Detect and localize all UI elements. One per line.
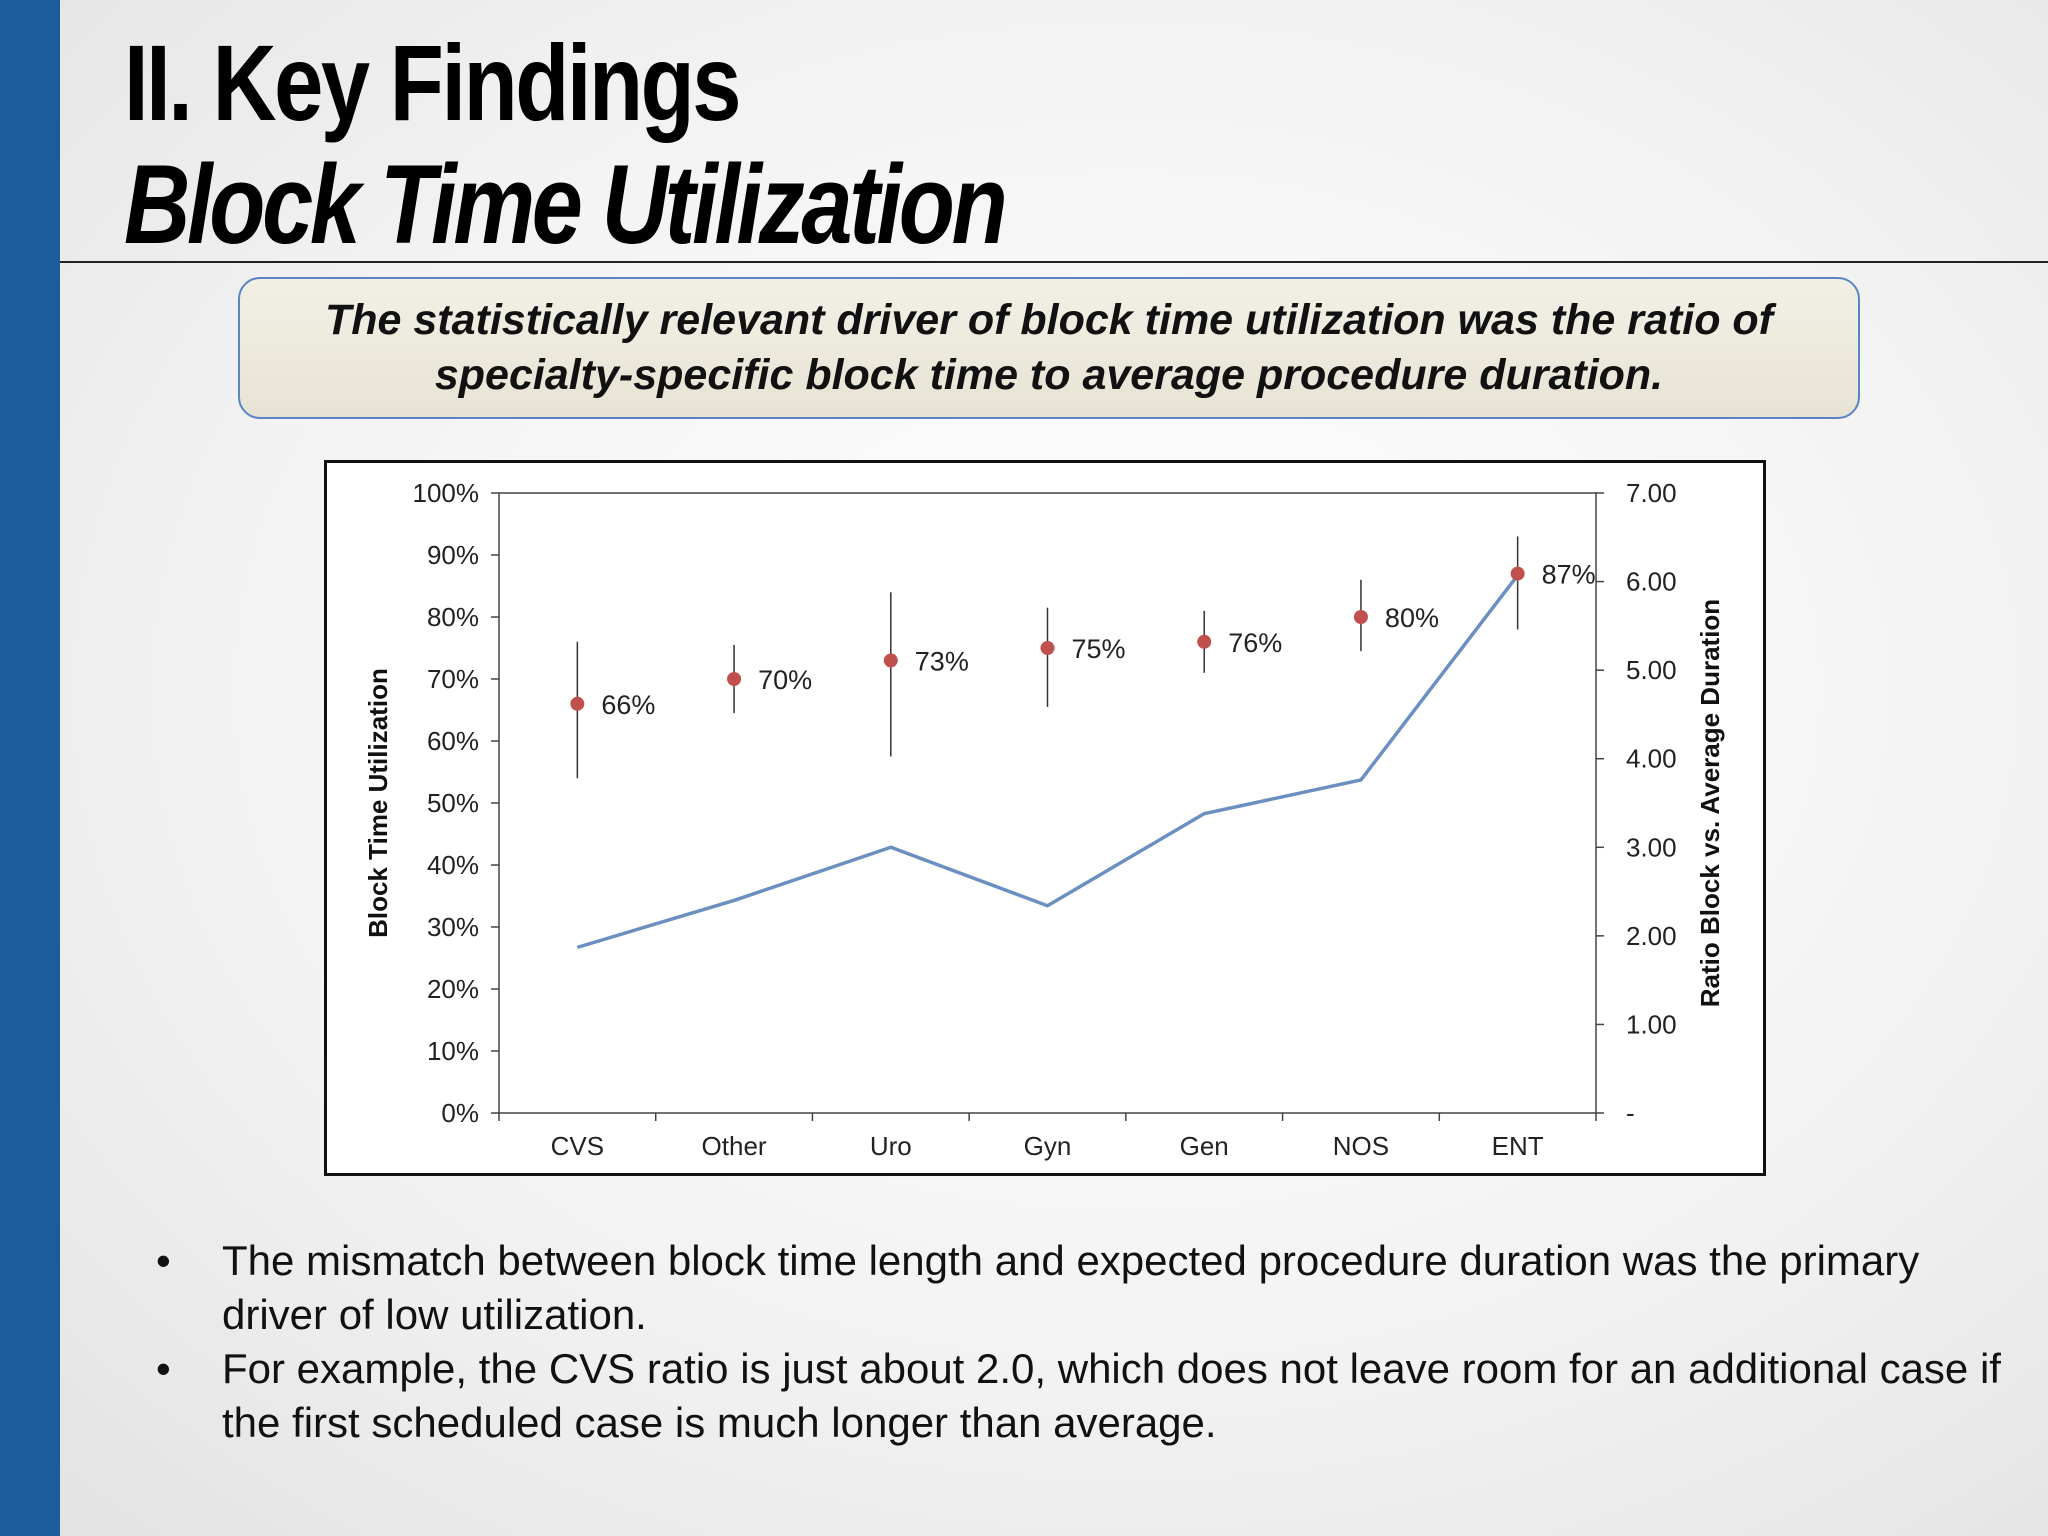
y2-tick-label: 1.00 <box>1626 1009 1677 1039</box>
utilization-point <box>570 696 585 711</box>
utilization-chart: 0% 10% 20% 30% 40% 50% 60% 70% 80% 90% 100% - 1.00 2.… <box>363 478 1725 1161</box>
y2-tick-label: 6.00 <box>1626 567 1677 597</box>
slide-title: II. Key Findings <box>124 22 742 143</box>
y2-axis-title: Ratio Block vs. Average Duration <box>1695 599 1725 1007</box>
ratio-series-line <box>576 574 1520 950</box>
slide-subtitle: Block Time Utilization <box>124 142 1008 267</box>
y-tick-label: 20% <box>427 974 479 1004</box>
utilization-point <box>883 653 898 668</box>
x-tick-label: ENT <box>1492 1131 1544 1161</box>
utilization-point <box>1510 566 1525 581</box>
bullet-text: For example, the CVS ratio is just about… <box>222 1345 2001 1446</box>
chart-frame: 0% 10% 20% 30% 40% 50% 60% 70% 80% 90% 100% - 1.00 2.… <box>324 460 1766 1176</box>
y2-tick-label: 5.00 <box>1626 655 1677 685</box>
utilization-point <box>1197 634 1212 649</box>
y-tick-label: 50% <box>427 788 479 818</box>
x-tick-label: NOS <box>1333 1131 1389 1161</box>
bullet-list: • The mismatch between block time length… <box>150 1234 2010 1450</box>
y-tick-label: 70% <box>427 664 479 694</box>
bullet-item: • For example, the CVS ratio is just abo… <box>150 1342 2010 1450</box>
x-tick-label: Other <box>702 1131 767 1161</box>
utilization-point <box>1353 610 1368 624</box>
bullet-glyph: • <box>156 1345 171 1392</box>
y-tick-label: 90% <box>427 540 479 570</box>
y2-tick-label: 3.00 <box>1626 832 1677 862</box>
sidebar-accent <box>0 0 60 1536</box>
plot-area <box>498 492 1597 1114</box>
data-label: 70% <box>758 665 812 695</box>
y-tick-label: 100% <box>413 478 480 508</box>
x-tick-label: CVS <box>551 1131 604 1161</box>
utilization-point <box>1040 641 1055 655</box>
utilization-point <box>727 672 742 686</box>
data-label: 80% <box>1385 603 1439 633</box>
bullet-item: • The mismatch between block time length… <box>150 1234 2010 1342</box>
data-label: 73% <box>915 646 969 676</box>
data-label: 76% <box>1228 628 1282 658</box>
y-tick-label: 80% <box>427 602 479 632</box>
data-label: 75% <box>1072 634 1126 664</box>
bullet-text: The mismatch between block time length a… <box>222 1237 1920 1338</box>
data-label: 66% <box>601 690 655 720</box>
key-finding-callout: The statistically relevant driver of blo… <box>238 277 1860 419</box>
y-axis-title: Block Time Utilization <box>363 668 393 938</box>
y-tick-label: 0% <box>441 1098 479 1128</box>
x-tick-label: Gen <box>1180 1131 1229 1161</box>
y2-tick-label: - <box>1626 1098 1635 1128</box>
x-tick-label: Uro <box>870 1131 912 1161</box>
y-tick-label: 40% <box>427 850 479 880</box>
y2-tick-label: 2.00 <box>1626 921 1677 951</box>
data-label: 87% <box>1542 560 1596 590</box>
y2-tick-label: 7.00 <box>1626 478 1677 508</box>
bullet-glyph: • <box>156 1237 171 1284</box>
y2-tick-label: 4.00 <box>1626 744 1677 774</box>
y-tick-label: 30% <box>427 912 479 942</box>
callout-text: The statistically relevant driver of blo… <box>324 296 1774 399</box>
y-tick-label: 10% <box>427 1036 479 1066</box>
title-divider <box>60 261 2048 263</box>
y-tick-label: 60% <box>427 726 479 756</box>
x-tick-label: Gyn <box>1024 1131 1072 1161</box>
